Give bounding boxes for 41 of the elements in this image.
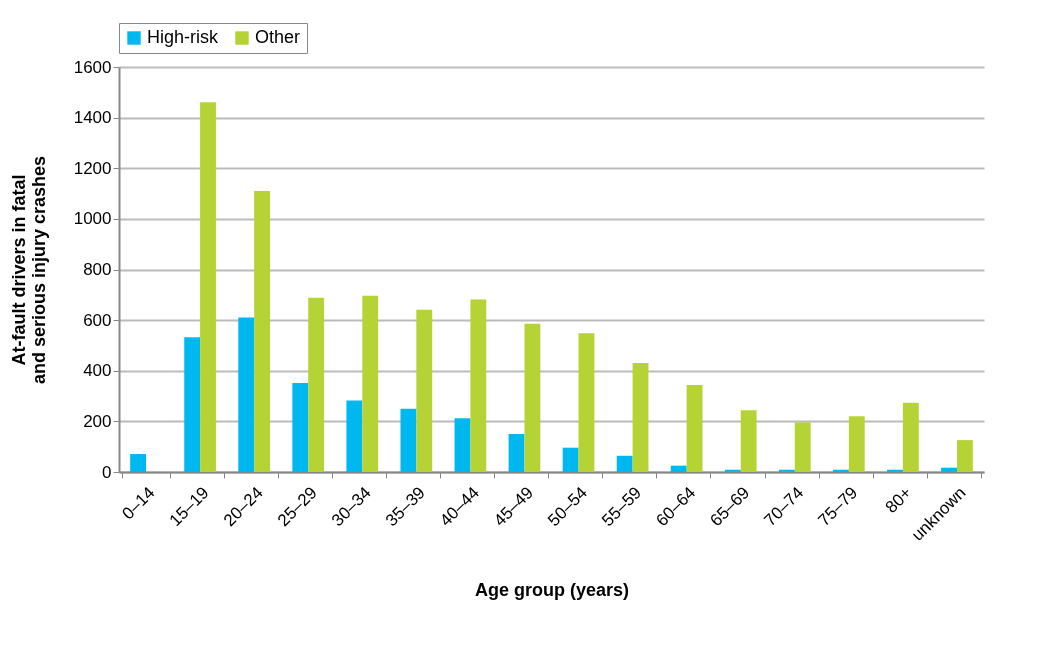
- bar: [470, 299, 487, 472]
- y-axis-title: At-fault drivers in fatal and serious injury crashes: [8, 155, 49, 385]
- y-tick-label: 0: [102, 462, 112, 482]
- bar: [184, 337, 201, 472]
- y-tick-label: 200: [83, 411, 112, 431]
- legend-label: High-risk: [147, 27, 220, 47]
- bar: [346, 400, 363, 472]
- y-tick-label: 400: [83, 361, 112, 381]
- bar: [848, 416, 865, 472]
- x-axis-title: Age group (years): [474, 579, 630, 600]
- bar: [794, 422, 811, 472]
- bar: [254, 191, 271, 472]
- y-tick-label: 1200: [73, 158, 112, 178]
- bar: [956, 440, 973, 472]
- bar: [616, 455, 633, 472]
- bar: [416, 309, 433, 472]
- bar: [632, 362, 649, 472]
- bar: [362, 295, 379, 472]
- bar: [238, 317, 255, 472]
- y-tick-label: 1400: [73, 108, 112, 128]
- y-tick-label: 1600: [73, 57, 112, 77]
- bar: [524, 323, 541, 472]
- bar: [508, 434, 525, 472]
- bar: [200, 102, 216, 472]
- bar: [308, 297, 325, 472]
- bar: [686, 384, 703, 472]
- y-tick-label: 800: [83, 260, 112, 279]
- bar: [578, 333, 595, 472]
- bar: [454, 418, 471, 472]
- y-tick-label: 600: [83, 310, 112, 330]
- legend-label: Other: [255, 27, 301, 47]
- bar: [902, 402, 919, 472]
- bar: [292, 382, 309, 472]
- bar: [740, 410, 757, 472]
- x-tick-label: 80+: [881, 483, 916, 517]
- bar: [400, 408, 417, 472]
- bar: [941, 467, 957, 472]
- bar: [562, 447, 579, 472]
- bar: [670, 465, 687, 472]
- y-tick-label: 1000: [73, 209, 112, 229]
- bar: [130, 454, 147, 472]
